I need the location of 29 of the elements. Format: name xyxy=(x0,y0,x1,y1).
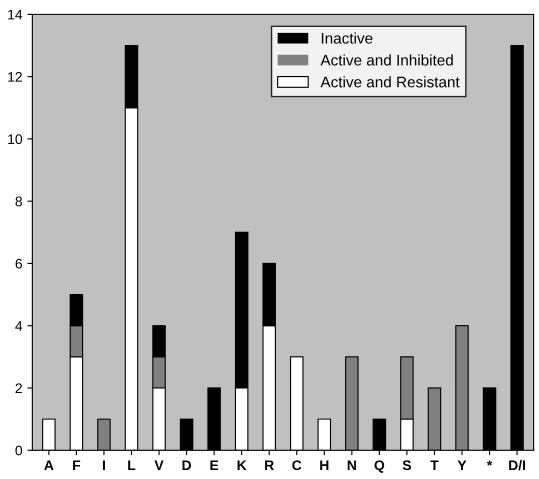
x-tick-label: N xyxy=(348,460,356,470)
legend-label: Inactive xyxy=(322,32,372,44)
legend-label: Active and Inhibited xyxy=(320,54,453,66)
y-tick-label: 2 xyxy=(16,383,22,394)
y-tick-label: 8 xyxy=(16,196,22,206)
y-tick-label: 14 xyxy=(8,10,22,20)
x-tick-label: E xyxy=(210,460,218,470)
x-tick-label: V xyxy=(154,460,164,470)
x-tick-label: T xyxy=(430,460,439,470)
y-tick-label: 6 xyxy=(16,258,22,269)
x-tick-label: R xyxy=(265,460,274,470)
x-tick-label: I xyxy=(102,460,105,470)
x-tick-label: Y xyxy=(458,460,466,470)
x-tick-label: D xyxy=(182,460,192,470)
x-tick-label: * xyxy=(486,460,492,466)
x-tick-label: A xyxy=(44,460,54,470)
y-tick-label: 10 xyxy=(8,134,22,144)
x-tick-label: L xyxy=(128,460,136,470)
y-tick-label: 0 xyxy=(15,446,22,456)
x-tick-label: D/I xyxy=(509,460,526,470)
x-tick-label: Q xyxy=(374,460,384,473)
x-tick-label: F xyxy=(73,460,80,470)
legend-label: Active and Resistant xyxy=(320,76,460,88)
x-tick-label: H xyxy=(320,460,328,470)
y-tick-label: 4 xyxy=(15,321,22,331)
x-tick-label: C xyxy=(292,460,302,470)
y-tick-label: 12 xyxy=(8,72,22,82)
x-tick-label: K xyxy=(238,460,247,470)
x-tick-label: S xyxy=(402,460,412,470)
